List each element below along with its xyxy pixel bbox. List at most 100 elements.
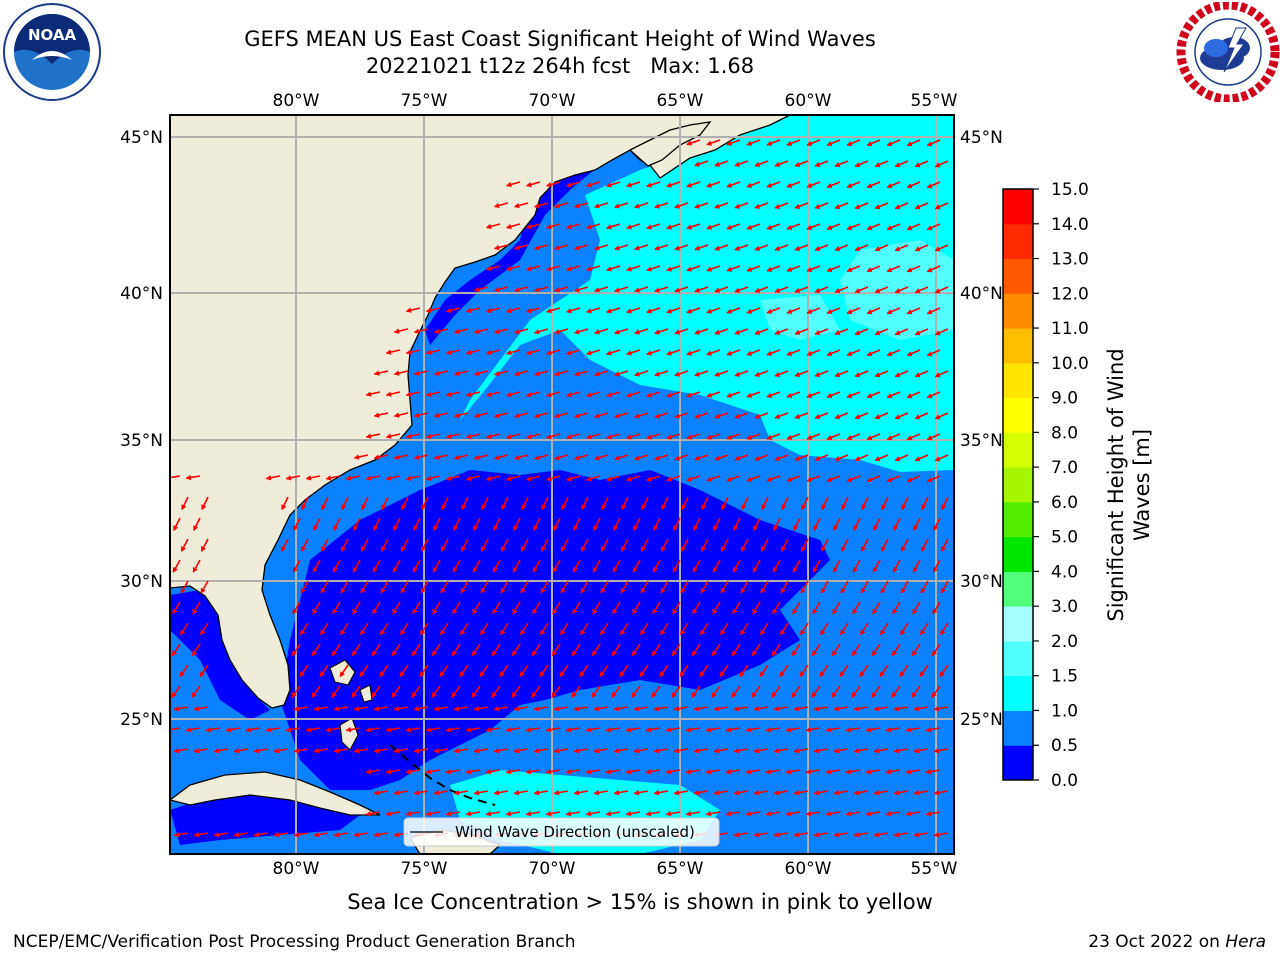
noaa-logo-icon: NOAA	[3, 3, 101, 101]
wind-wave-arrowhead	[906, 267, 913, 273]
wind-wave-arrowhead	[806, 266, 813, 273]
wind-wave-arrowhead	[445, 810, 452, 817]
wind-wave-arrowhead	[592, 608, 598, 615]
wind-wave-arrowhead	[525, 726, 532, 733]
wind-wave-arrowhead	[653, 747, 660, 754]
wind-wave-arrowhead	[681, 504, 687, 511]
wind-wave-arrowhead	[714, 371, 721, 377]
wind-wave-arrowhead	[505, 349, 512, 356]
wind-wave-arrowhead	[532, 650, 538, 657]
wind-wave-arrowhead	[766, 476, 773, 482]
wind-wave-arrowhead	[393, 831, 400, 838]
wind-wave-arrowhead	[854, 203, 861, 210]
colorbar-ticks: 0.0 0.5 1.0 1.5 2.0 3.0 4.0 5.0 6.0 7.0 8.0 9.0 10.0…	[1033, 180, 1089, 791]
wind-wave-arrowhead	[421, 504, 427, 511]
wind-wave-arrowhead	[772, 608, 778, 615]
wind-wave-arrowhead	[453, 454, 460, 461]
wind-wave-arrowhead	[372, 650, 378, 657]
wind-wave-arrowhead	[826, 224, 833, 231]
wind-wave-arrowhead	[854, 161, 861, 168]
wind-wave-arrowhead	[866, 434, 873, 441]
wind-wave-arrowhead	[373, 789, 380, 796]
wind-wave-arrowhead	[641, 504, 647, 511]
wind-wave-arrowhead	[834, 287, 841, 294]
wind-wave-arrowhead	[591, 692, 597, 698]
wind-wave-arrowhead	[852, 608, 858, 615]
wind-wave-arrowhead	[746, 308, 753, 314]
wind-wave-arrow	[170, 727, 181, 731]
wind-wave-arrowhead	[905, 768, 912, 775]
wind-wave-arrowhead	[665, 768, 672, 775]
wind-wave-arrowhead	[465, 391, 472, 398]
wind-wave-arrowhead	[360, 629, 366, 636]
wind-wave-arrowhead	[393, 747, 400, 754]
wind-wave-arrowhead	[581, 504, 587, 511]
wind-wave-arrowhead	[181, 545, 187, 552]
wind-wave-arrowhead	[906, 435, 913, 441]
wind-wave-arrowhead	[405, 810, 412, 817]
wind-wave-arrowhead	[721, 504, 727, 511]
wind-wave-arrowhead	[806, 476, 813, 483]
wind-wave-arrowhead	[420, 629, 426, 636]
wind-wave-arrowhead	[445, 768, 452, 775]
colorbar-segment	[1003, 362, 1033, 399]
wind-wave-arrowhead	[793, 789, 800, 796]
wind-wave-arrowhead	[399, 671, 406, 678]
wind-wave-arrowhead	[625, 768, 632, 775]
wind-wave-arrowhead	[833, 789, 840, 796]
wind-wave-arrowhead	[554, 454, 560, 461]
wind-wave-arrowhead	[292, 608, 298, 615]
wind-wave-arrowhead	[934, 456, 941, 462]
wind-wave-arrowhead	[654, 287, 661, 293]
wind-wave-arrowhead	[579, 671, 586, 678]
wind-wave-arrowhead	[599, 671, 606, 678]
wind-wave-arrowhead	[594, 245, 600, 251]
wind-wave-arrowhead	[753, 747, 760, 754]
wind-wave-arrowhead	[706, 140, 713, 146]
wind-wave-arrowhead	[405, 307, 412, 313]
wind-wave-arrowhead	[725, 810, 732, 817]
wind-wave-arrowhead	[600, 629, 606, 636]
wind-wave-arrowhead	[245, 726, 252, 733]
wind-wave-arrowhead	[621, 504, 627, 511]
wind-wave-arrowhead	[900, 629, 906, 636]
lon-label-bottom: 55°W	[911, 859, 958, 879]
wind-wave-arrowhead	[706, 266, 713, 272]
wind-wave-arrowhead	[753, 525, 759, 531]
colorbar-tick-label: 3.0	[1051, 597, 1078, 617]
wind-wave-arrowhead	[794, 203, 801, 210]
wind-wave-arrowhead	[866, 392, 873, 399]
wind-wave-arrowhead	[746, 392, 753, 398]
wind-wave-arrowhead	[846, 140, 853, 147]
wind-wave-arrowhead	[485, 307, 492, 314]
wind-wave-arrowhead	[914, 246, 921, 252]
wind-wave-arrowhead	[752, 566, 758, 573]
wind-wave-arrowhead	[914, 288, 921, 294]
wind-wave-arrowhead	[353, 747, 360, 754]
wind-wave-arrowhead	[846, 266, 853, 273]
wind-wave-arrowhead	[332, 566, 338, 573]
wind-wave-arrowhead	[792, 608, 798, 615]
wind-wave-arrowhead	[391, 692, 397, 698]
wind-wave-arrowhead	[372, 608, 378, 615]
wind-wave-arrowhead	[445, 391, 452, 398]
wind-wave-arrowhead	[626, 476, 632, 482]
wind-wave-arrowhead	[594, 287, 600, 293]
wind-wave-arrowhead	[934, 330, 941, 336]
wind-wave-arrowhead	[453, 370, 460, 377]
colorbar-tick-label: 2.0	[1051, 632, 1078, 652]
wind-wave-arrowhead	[345, 475, 352, 481]
wind-wave-arrowhead	[574, 371, 580, 377]
wind-wave-arrowhead	[706, 434, 713, 440]
wind-wave-arrowhead	[626, 308, 632, 314]
wind-wave-arrowhead	[652, 566, 658, 573]
wind-wave-arrowhead	[433, 328, 440, 334]
wind-wave-arrowhead	[846, 476, 853, 483]
wind-wave-arrowhead	[473, 286, 480, 293]
wind-wave-arrowhead	[574, 455, 580, 461]
wind-wave-arrowhead	[285, 475, 292, 481]
wind-wave-arrowhead	[806, 140, 813, 147]
wind-wave-arrowhead	[411, 692, 417, 698]
wind-wave-arrowhead	[293, 747, 300, 754]
wind-wave-arrowhead	[433, 412, 440, 418]
